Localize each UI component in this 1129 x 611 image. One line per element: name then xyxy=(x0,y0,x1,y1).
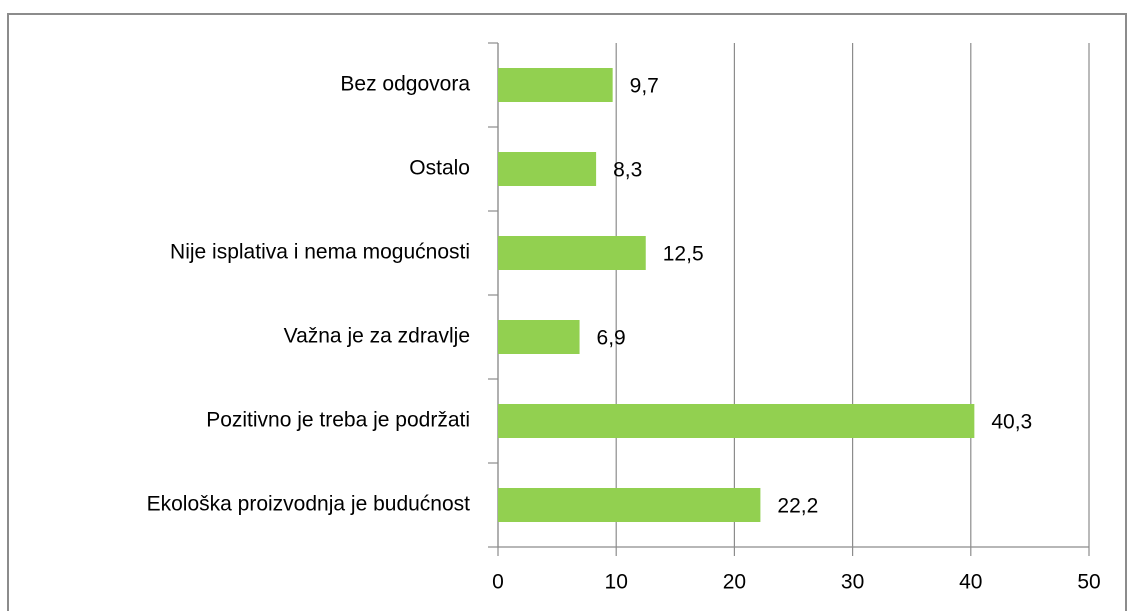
bar xyxy=(498,152,597,186)
x-tick-label: 30 xyxy=(841,571,864,594)
x-tick-label: 10 xyxy=(605,571,628,594)
x-tick-label: 20 xyxy=(723,571,746,594)
y-tick-label: Nije isplativa i nema mogućnosti xyxy=(170,241,470,264)
value-label: 12,5 xyxy=(663,243,704,266)
value-label: 9,7 xyxy=(630,75,659,98)
x-tick-label: 0 xyxy=(492,571,504,594)
value-label: 40,3 xyxy=(991,411,1032,434)
y-tick-label: Pozitivno je treba je podržati xyxy=(206,409,470,432)
bar xyxy=(498,488,761,522)
y-tick-label: Ekološka proizvodnja je budućnost xyxy=(147,493,471,516)
value-label: 22,2 xyxy=(777,495,818,518)
bar xyxy=(498,404,975,438)
y-tick-label: Ostalo xyxy=(409,157,470,180)
chart-frame xyxy=(7,13,1127,611)
y-tick-label: Važna je za zdravlje xyxy=(284,325,470,348)
bar xyxy=(498,320,580,354)
bar xyxy=(498,68,613,102)
x-tick-label: 50 xyxy=(1077,571,1100,594)
y-tick-label: Bez odgovora xyxy=(340,73,470,96)
x-tick-label: 40 xyxy=(959,571,982,594)
value-label: 8,3 xyxy=(613,159,642,182)
bar xyxy=(498,236,646,270)
value-label: 6,9 xyxy=(597,327,626,350)
